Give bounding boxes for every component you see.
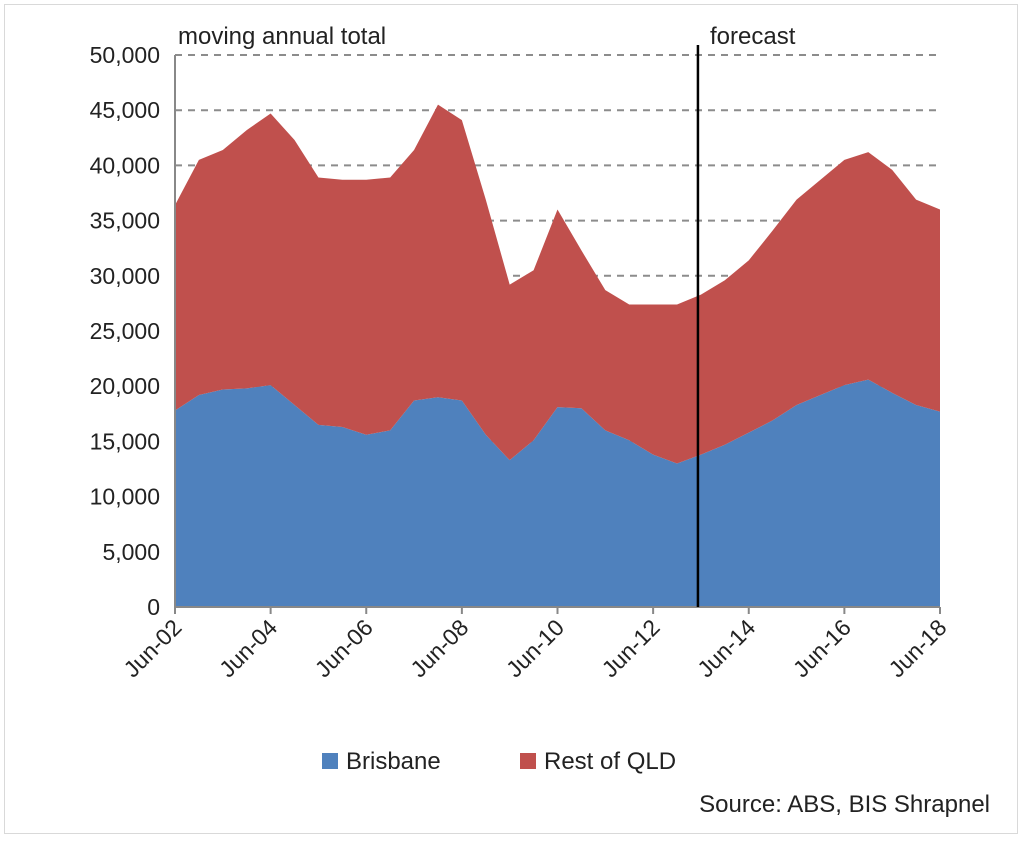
x-tick-label: Jun-02 — [118, 614, 186, 682]
x-tick-label: Jun-18 — [883, 614, 951, 682]
x-tick-label: Jun-06 — [310, 614, 378, 682]
y-tick-label: 25,000 — [90, 318, 160, 344]
y-tick-label: 10,000 — [90, 484, 160, 510]
legend-swatch-brisbane — [322, 753, 338, 769]
area-rest-of-qld — [175, 104, 940, 464]
source-note: Source: ABS, BIS Shrapnel — [699, 791, 990, 818]
legend-swatch-rest-of-qld — [520, 753, 536, 769]
y-tick-label: 30,000 — [90, 263, 160, 289]
y-tick-label: 45,000 — [90, 97, 160, 123]
axes — [174, 55, 941, 614]
chart-border — [4, 4, 1018, 834]
y-tick-label: 0 — [147, 594, 160, 620]
y-tick-label: 15,000 — [90, 428, 160, 454]
areas — [175, 104, 940, 607]
y-tick-label: 5,000 — [102, 539, 160, 565]
y-tick-label: 35,000 — [90, 208, 160, 234]
legend-label-rest-of-qld: Rest of QLD — [544, 748, 676, 775]
x-tick-label: Jun-16 — [788, 614, 856, 682]
y-axis-labels: 0 5,000 10,000 15,000 20,000 25,000 30,000 35,0… — [90, 42, 160, 620]
area-brisbane — [175, 379, 940, 607]
x-tick-label: Jun-14 — [692, 614, 760, 682]
y-tick-label: 20,000 — [90, 373, 160, 399]
legend: Brisbane Rest of QLD — [322, 748, 676, 775]
x-tick-label: Jun-12 — [597, 614, 665, 682]
x-tick-label: Jun-08 — [405, 614, 473, 682]
forecast-label: forecast — [710, 23, 796, 50]
x-axis-labels: Jun-02 Jun-04 Jun-06 Jun-08 Jun-10 Jun-12 Jun-… — [118, 614, 951, 682]
x-tick-label: Jun-04 — [214, 614, 282, 682]
moving-annual-total-label: moving annual total — [178, 23, 386, 50]
y-tick-label: 40,000 — [90, 152, 160, 178]
y-tick-label: 50,000 — [90, 42, 160, 68]
legend-label-brisbane: Brisbane — [346, 748, 441, 775]
x-tick-label: Jun-10 — [501, 614, 569, 682]
